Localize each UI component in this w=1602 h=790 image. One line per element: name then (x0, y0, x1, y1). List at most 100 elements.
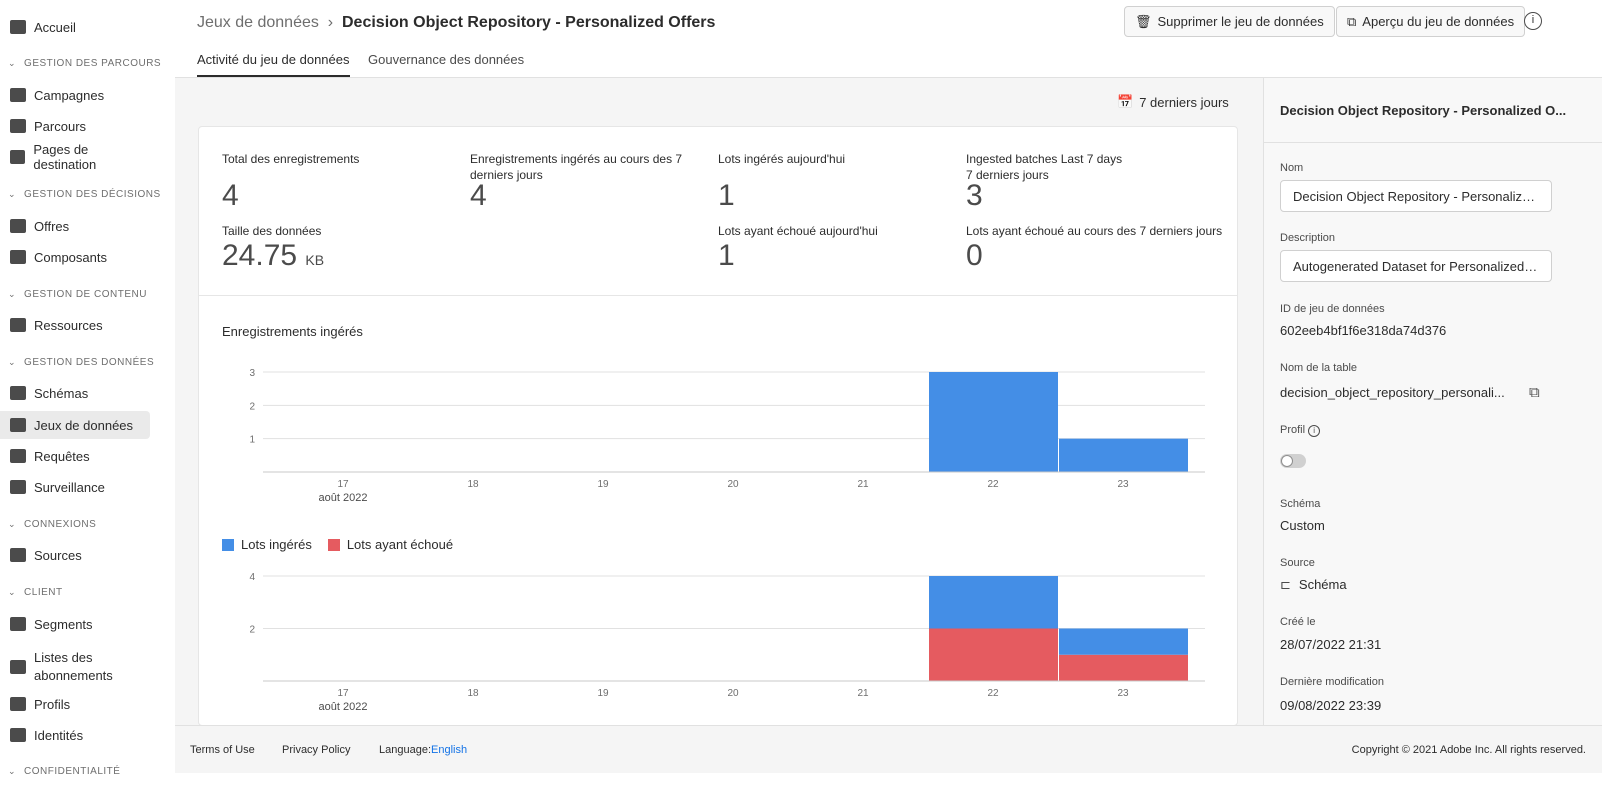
sidebar-item[interactable]: Pages de destination (0, 142, 150, 172)
sidebar-item[interactable]: Accueil (0, 13, 150, 41)
failed-today-value: 1 (718, 239, 735, 272)
sidebar-item[interactable]: Ressources (0, 311, 150, 339)
legend-label: Lots ayant échoué (346, 537, 454, 552)
trash-icon: 🗑 (1135, 13, 1152, 29)
nav-section-label: CLIENT (24, 587, 63, 598)
batches-7days-sublabel: 7 derniers jours (966, 168, 1049, 182)
schema-label: Schéma (1280, 498, 1321, 510)
tab-data-governance[interactable]: Gouvernance des données (368, 52, 525, 67)
preview-dataset-button[interactable]: ⧉ Aperçu du jeu de données (1336, 6, 1526, 37)
data-size-unit: KB (305, 252, 325, 268)
sidebar-item[interactable]: Profils (0, 690, 150, 718)
x-tick-label: 19 (597, 479, 609, 490)
records-7days-label: Enregistrements ingérés au cours des 7 d… (470, 152, 683, 182)
legend-label: Lots ingérés (241, 537, 312, 552)
sidebar-item-label: Offres (34, 218, 70, 234)
name-field[interactable]: Decision Object Repository - Personalize… (1280, 180, 1552, 212)
sidebar-item[interactable]: Surveillance (0, 473, 150, 501)
table-name-label: Nom de la table (1280, 362, 1358, 374)
sidebar-item[interactable]: Sources (0, 541, 150, 569)
details-panel: Decision Object Repository - Personalize… (1263, 78, 1602, 725)
copy-icon[interactable]: ⧉ (1529, 384, 1540, 401)
sidebar-item[interactable]: Segments (0, 610, 150, 638)
nav-section-header[interactable]: ⌄ CLIENT (8, 587, 63, 598)
legend-item-ingested[interactable]: Lots ingérés (222, 537, 312, 552)
info-icon[interactable]: i (1524, 12, 1542, 30)
y-tick-label: 2 (249, 625, 255, 636)
sidebar-item-label: Identités (34, 727, 84, 743)
nav-section-label: GESTION DE CONTENU (24, 289, 147, 300)
identities-icon (10, 728, 26, 742)
sidebar-item[interactable]: Identités (0, 721, 150, 749)
dataset-id-value: 602eeb4bf1f6e318da74d376 (1280, 323, 1447, 338)
nav-section-header[interactable]: ⌄ GESTION DES DONNÉES (8, 357, 154, 368)
sidebar-item[interactable]: Composants (0, 243, 150, 271)
batches-7days-label: Ingested batches Last 7 days (966, 152, 1123, 166)
sidebar-item[interactable]: Requêtes (0, 442, 150, 470)
nav-section-header[interactable]: ⌄ GESTION DES DÉCISIONS (8, 189, 161, 200)
schema-value: Custom (1280, 518, 1325, 533)
sidebar-item-label: Listes des abonnements (34, 650, 113, 683)
profile-label-text: Profil (1280, 424, 1306, 436)
date-range-picker[interactable]: 📅 7 derniers jours (1117, 94, 1229, 110)
copyright: Copyright © 2021 Adobe Inc. All rights r… (1351, 743, 1586, 756)
nav-section-header[interactable]: ⌄ GESTION DES PARCOURS (8, 58, 161, 69)
x-tick-label: 18 (467, 479, 479, 490)
chart-legend: Lots ingérés Lots ayant échoué (222, 537, 453, 552)
profile-label: Profil i (1280, 424, 1321, 437)
breadcrumb-parent[interactable]: Jeux de données (197, 14, 319, 31)
sidebar-item[interactable]: Offres (0, 212, 150, 240)
megaphone-icon (10, 88, 26, 102)
sidebar-item-label: Sources (34, 547, 82, 563)
source-label: Source (1280, 557, 1315, 569)
nav-section-header[interactable]: ⌄ GESTION DE CONTENU (8, 289, 147, 300)
nav-section-header[interactable]: ⌄ CONNEXIONS (8, 519, 96, 530)
sidebar-item-label: Profils (34, 696, 71, 712)
description-label: Description (1280, 232, 1336, 244)
modified-label: Dernière modification (1280, 676, 1384, 688)
x-tick-label: 20 (727, 688, 739, 699)
nav-section-header[interactable]: ⌄ CONFIDENTIALITÉ (8, 766, 120, 777)
info-icon[interactable]: i (1308, 425, 1321, 437)
description-field[interactable]: Autogenerated Dataset for Personalized C… (1280, 250, 1552, 282)
source-value: ⊏ Schéma (1280, 577, 1347, 593)
nav-section-label: GESTION DES DONNÉES (24, 357, 155, 368)
breadcrumb: Jeux de données › Decision Object Reposi… (197, 14, 715, 32)
sidebar-item[interactable]: Jeux de données (0, 411, 150, 439)
sidebar-item-label: Jeux de données (34, 417, 134, 433)
date-range-label: 7 derniers jours (1139, 94, 1229, 110)
tab-dataset-activity[interactable]: Activité du jeu de données (197, 52, 350, 77)
home-icon (10, 20, 26, 34)
terms-link[interactable]: Terms of Use (190, 743, 255, 756)
x-tick-label: 21 (857, 479, 869, 490)
sidebar-item-label: Surveillance (34, 479, 105, 495)
x-tick-label: 17 (337, 688, 349, 699)
breadcrumb-separator-icon: › (323, 14, 338, 31)
datasets-icon (10, 418, 26, 432)
sidebar-item[interactable]: Schémas (0, 379, 150, 407)
failed-today-label: Lots ayant échoué aujourd'hui (718, 224, 878, 238)
delete-dataset-button[interactable]: 🗑 Supprimer le jeu de données (1124, 6, 1335, 37)
privacy-link[interactable]: Privacy Policy (282, 743, 351, 756)
sidebar-item[interactable]: Campagnes (0, 81, 150, 109)
sidebar-item[interactable]: Listes des abonnements (0, 649, 150, 685)
total-records-label: Total des enregistrements (222, 152, 360, 166)
schema-icon (10, 386, 26, 400)
bar (1059, 438, 1188, 472)
created-value: 28/07/2022 21:31 (1280, 637, 1382, 652)
sidebar-item-label: Ressources (34, 317, 103, 333)
legend-item-failed[interactable]: Lots ayant échoué (327, 537, 454, 552)
chevron-down-icon: ⌄ (8, 289, 17, 299)
language-link[interactable]: English (431, 743, 468, 756)
legend-swatch (222, 538, 234, 551)
total-records-value: 4 (222, 179, 239, 212)
sidebar-item[interactable]: Parcours (0, 112, 150, 140)
nav-section-label: CONNEXIONS (24, 519, 97, 530)
legend-swatch (327, 538, 340, 551)
x-tick-label: 22 (987, 479, 999, 490)
failed-7days-value: 0 (966, 239, 983, 272)
profile-toggle[interactable] (1280, 454, 1306, 468)
y-tick-label: 3 (249, 368, 255, 379)
sidebar-item-label: Requêtes (34, 448, 90, 464)
